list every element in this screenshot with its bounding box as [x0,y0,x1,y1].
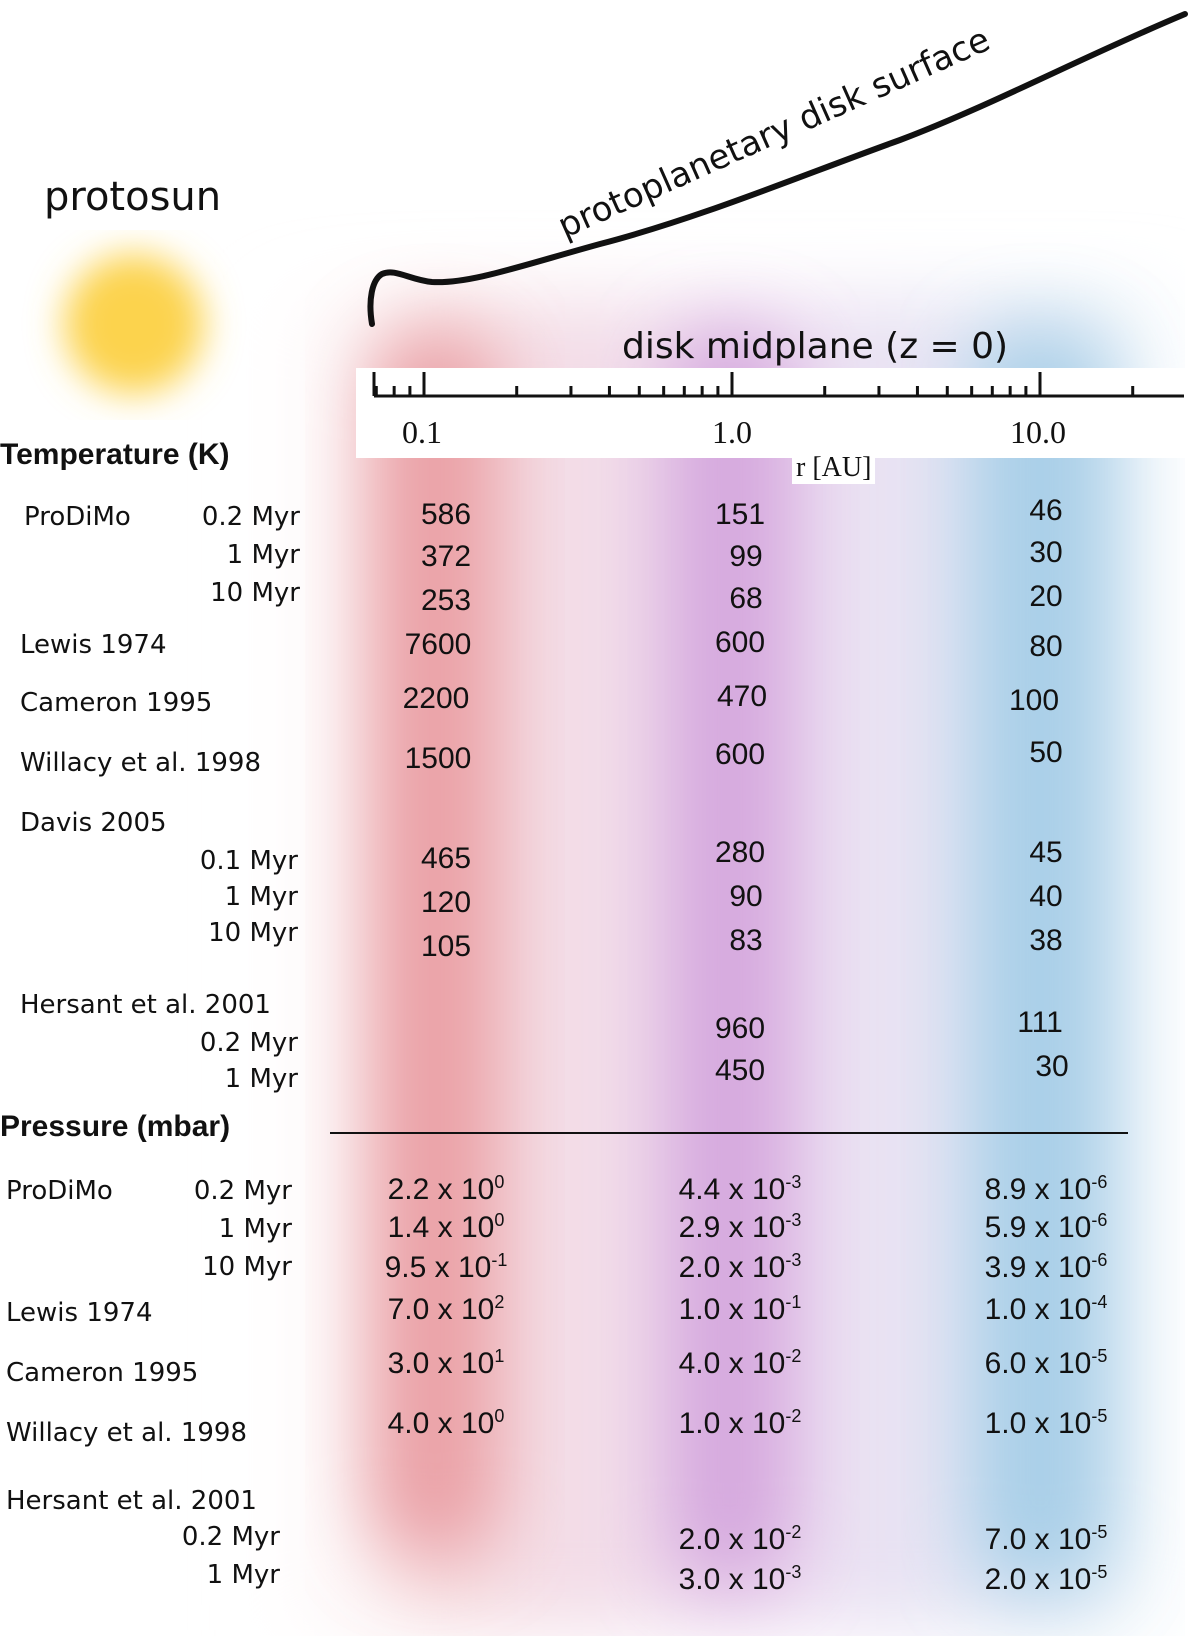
temp-hersant-label: Hersant et al. 2001 [20,990,271,1020]
temp-value: 46 [1029,494,1063,527]
temp-davis-age-2: 10 Myr [208,918,298,948]
temp-value: 2200 [402,682,470,715]
temp-value: 465 [420,842,472,875]
temp-hersant-age-1: 1 Myr [224,1064,298,1094]
temp-value: 45 [1029,836,1063,869]
temp-prodimo-label: ProDiMo [24,502,131,532]
band-0-1-au [370,330,500,1560]
pressure-value: 3.9 x 10-6 [984,1250,1108,1284]
temp-hersant-age-0: 0.2 Myr [199,1028,298,1058]
pressure-prodimo-age-0: 0.2 Myr [193,1176,292,1206]
temp-value: 68 [729,582,763,615]
temp-davis-label: Davis 2005 [20,808,167,838]
pressure-value: 1.0 x 10-2 [678,1406,802,1440]
pressure-value: 1.0 x 10-4 [984,1292,1108,1326]
temp-value: 99 [729,540,763,573]
axis-tick-label-1: 1.0 [712,414,752,450]
log-axis [372,372,1184,398]
temp-value: 120 [420,886,472,919]
temp-value: 450 [714,1054,766,1087]
temp-value: 7600 [404,628,472,661]
temp-cameron-label: Cameron 1995 [20,688,213,718]
pressure-value: 2.0 x 10-2 [678,1522,802,1556]
temp-value: 600 [714,738,766,771]
pressure-value: 4.0 x 100 [387,1406,505,1440]
pressure-value: 4.0 x 10-2 [678,1346,802,1380]
pressure-value: 6.0 x 10-5 [984,1346,1108,1380]
temperature-header: Temperature (K) [0,438,230,471]
temp-davis-age-0: 0.1 Myr [199,846,298,876]
midplane-label: disk midplane (z = 0) [622,326,1009,367]
temp-value: 586 [420,498,472,531]
temp-value: 372 [420,540,472,573]
pressure-prodimo-age-1: 1 Myr [218,1214,292,1244]
temp-value: 280 [714,836,766,869]
pressure-hersant-label: Hersant et al. 2001 [6,1486,257,1516]
pressure-value: 9.5 x 10-1 [384,1250,508,1284]
pressure-value: 2.0 x 10-5 [984,1562,1108,1596]
pressure-value: 5.9 x 10-6 [984,1210,1108,1244]
temp-value: 111 [1017,1006,1063,1039]
pressure-header: Pressure (mbar) [0,1110,231,1143]
temp-value: 253 [420,584,472,617]
pressure-lewis-label: Lewis 1974 [6,1298,153,1328]
temp-value: 100 [1008,684,1060,717]
temp-prodimo-age-2: 10 Myr [210,578,300,608]
pressure-prodimo-label: ProDiMo [6,1176,113,1206]
pressure-value: 2.0 x 10-3 [678,1250,802,1284]
pressure-prodimo-age-2: 10 Myr [202,1252,292,1282]
temp-value: 470 [716,680,768,713]
temp-value: 38 [1029,924,1063,957]
pressure-cameron-label: Cameron 1995 [6,1358,199,1388]
pressure-value: 2.2 x 100 [387,1172,505,1206]
temp-value: 80 [1029,630,1063,663]
temp-prodimo-age-0: 0.2 Myr [201,502,300,532]
temp-value: 40 [1029,880,1063,913]
axis-tick-label-0: 0.1 [402,414,442,450]
section-divider [330,1132,1128,1134]
axis-panel [356,368,1186,458]
pressure-value: 3.0 x 10-3 [678,1562,802,1596]
temp-value: 1500 [404,742,472,775]
temp-value: 30 [1035,1050,1069,1083]
temp-value: 90 [729,880,763,913]
band-1-au [665,330,795,1590]
axis-tick-label-2: 10.0 [1010,414,1066,450]
pressure-value: 1.4 x 100 [387,1210,505,1244]
temp-value: 50 [1029,736,1063,769]
protosun-label: protosun [44,174,222,220]
temp-value: 20 [1029,580,1063,613]
pressure-hersant-age-0: 0.2 Myr [181,1522,280,1552]
temp-value: 960 [714,1012,766,1045]
protosun-icon [64,254,204,394]
pressure-value: 1.0 x 10-1 [678,1292,802,1326]
pressure-value: 8.9 x 10-6 [984,1172,1108,1206]
pressure-hersant-age-1: 1 Myr [206,1560,280,1590]
temp-prodimo-age-1: 1 Myr [226,540,300,570]
band-10-au [970,330,1110,1590]
temp-lewis-label: Lewis 1974 [20,630,167,660]
temp-value: 83 [729,924,763,957]
axis-unit-label: r [AU] [792,452,876,484]
temp-value: 105 [420,930,472,963]
temp-value: 30 [1029,536,1063,569]
disk-surface-curve [367,11,1188,327]
pressure-value: 7.0 x 102 [387,1292,505,1326]
pressure-value: 1.0 x 10-5 [984,1406,1108,1440]
pressure-value: 7.0 x 10-5 [984,1522,1108,1556]
temp-willacy-label: Willacy et al. 1998 [20,748,261,778]
pressure-value: 3.0 x 101 [387,1346,505,1380]
temp-davis-age-1: 1 Myr [224,882,298,912]
temp-value: 600 [714,626,766,659]
temp-value: 151 [714,498,766,531]
pressure-value: 4.4 x 10-3 [678,1172,802,1206]
pressure-willacy-label: Willacy et al. 1998 [6,1418,247,1448]
pressure-value: 2.9 x 10-3 [678,1210,802,1244]
